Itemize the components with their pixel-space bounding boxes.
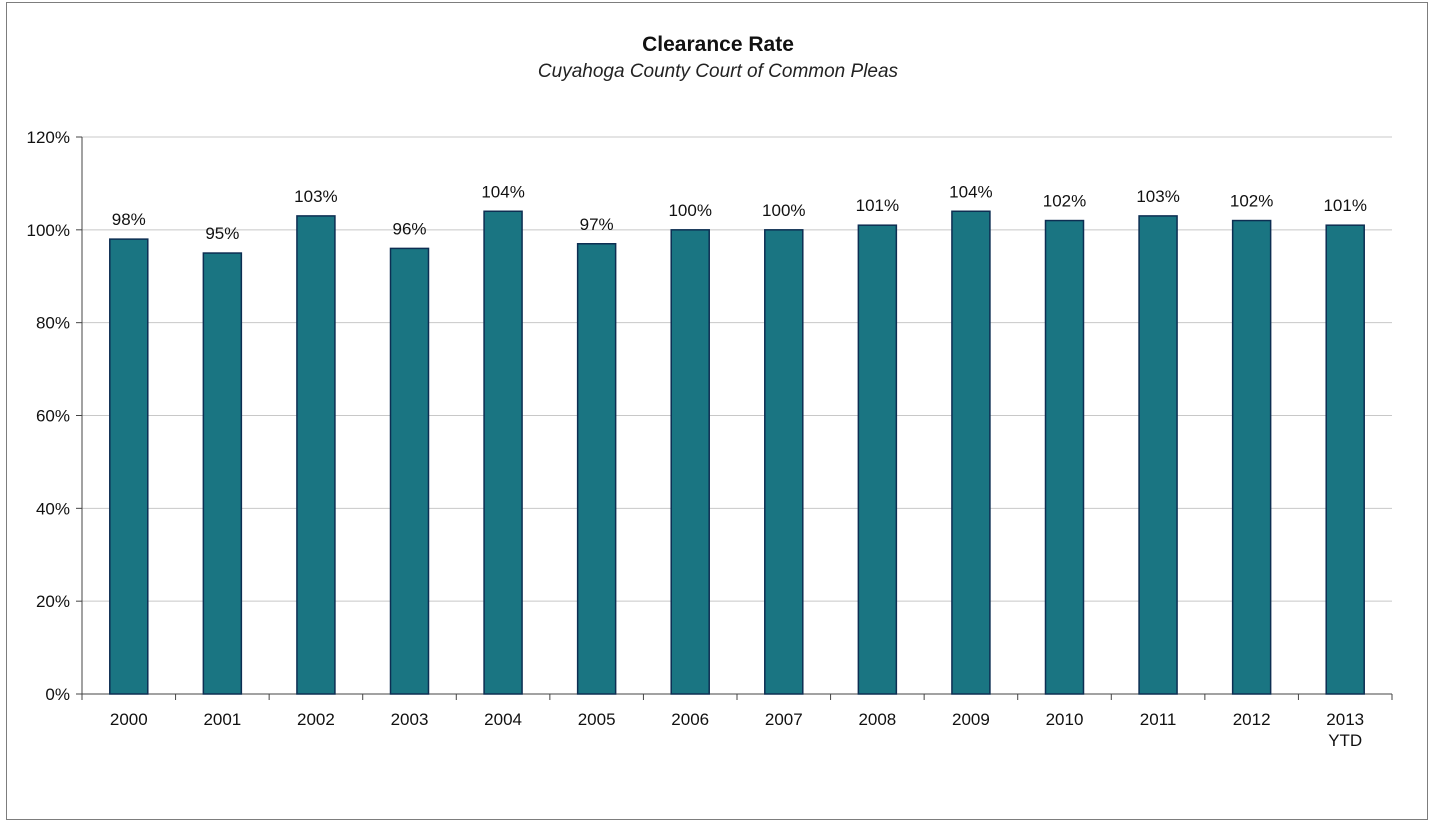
bars: [109, 210, 1365, 695]
data-label: 100%: [762, 201, 805, 220]
bar: [296, 215, 336, 695]
chart-frame: [6, 2, 1428, 820]
y-tick-label: 100%: [27, 221, 70, 240]
x-tick-label: 2010: [1046, 710, 1084, 729]
bar: [1231, 219, 1272, 695]
bar: [951, 210, 991, 695]
data-label: 101%: [1323, 196, 1366, 215]
y-tick-label: 120%: [27, 128, 70, 147]
axes: [76, 136, 1393, 700]
x-tick-label: 2008: [858, 710, 896, 729]
y-tick-label: 20%: [36, 592, 70, 611]
data-label: 96%: [392, 219, 426, 238]
x-tick-label: 2007: [765, 710, 803, 729]
x-tick-label: YTD: [1328, 731, 1362, 750]
bar: [764, 229, 804, 695]
grid-lines: [82, 136, 1392, 602]
x-tick-label: 2000: [110, 710, 148, 729]
x-tick-label: 2005: [578, 710, 616, 729]
data-label: 103%: [1136, 187, 1179, 206]
bar: [576, 243, 617, 695]
data-label: 98%: [112, 210, 146, 229]
chart-title: Clearance Rate: [642, 33, 794, 56]
data-label: 100%: [668, 201, 711, 220]
labels: 0% 20% 40% 60% 80% 100% 120% 98% 2000 95% 2001 103%…: [27, 128, 1367, 750]
bar: [1138, 215, 1178, 695]
x-tick-label: 2004: [484, 710, 522, 729]
x-tick-label: 2002: [297, 710, 335, 729]
bar: [857, 224, 898, 695]
y-tick-label: 60%: [36, 407, 70, 426]
data-label: 95%: [205, 224, 239, 243]
data-label: 101%: [856, 196, 899, 215]
bar: [483, 210, 523, 695]
x-tick-label: 2003: [391, 710, 429, 729]
x-tick-label: 2006: [671, 710, 709, 729]
x-tick-label: 2012: [1233, 710, 1271, 729]
y-tick-label: 80%: [36, 314, 70, 333]
data-label: 102%: [1230, 192, 1273, 211]
y-tick-label: 0%: [45, 685, 70, 704]
x-tick-label: 2013: [1326, 710, 1364, 729]
bar: [389, 247, 430, 695]
x-tick-label: 2011: [1140, 710, 1177, 729]
bar: [670, 229, 710, 695]
data-label: 103%: [294, 187, 337, 206]
data-label: 104%: [481, 182, 524, 201]
bar: [109, 238, 149, 695]
bar: [1044, 219, 1085, 695]
data-label: 97%: [580, 215, 614, 234]
bar: [1325, 224, 1365, 695]
x-tick-label: 2001: [203, 710, 241, 729]
data-label: 104%: [949, 182, 992, 201]
data-label: 102%: [1043, 192, 1086, 211]
y-tick-label: 40%: [36, 499, 70, 518]
chart-subtitle: Cuyahoga County Court of Common Pleas: [537, 61, 899, 82]
x-tick-label: 2009: [952, 710, 990, 729]
bar: [202, 252, 243, 695]
